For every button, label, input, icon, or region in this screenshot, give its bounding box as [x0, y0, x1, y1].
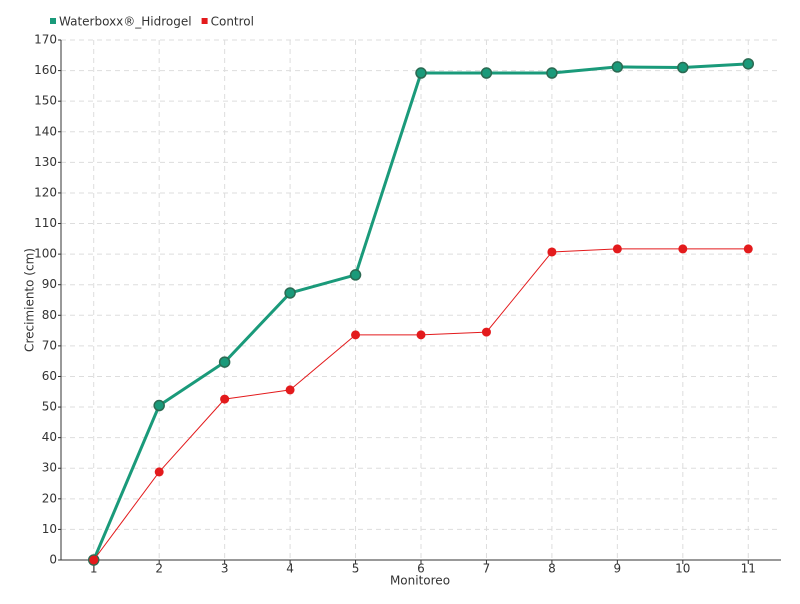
x-tick-label: 10	[675, 562, 690, 576]
data-point	[284, 287, 296, 299]
y-tick-label: 30	[42, 461, 57, 475]
x-tick-label: 4	[286, 562, 294, 576]
x-tick-label: 5	[352, 562, 360, 576]
y-tick-label: 80	[42, 308, 57, 322]
x-tick-label: 1	[90, 562, 98, 576]
x-tick-label: 3	[221, 562, 229, 576]
data-point	[154, 467, 164, 477]
data-point	[481, 327, 491, 337]
x-tick-label: 6	[417, 562, 425, 576]
data-point	[351, 330, 361, 340]
y-axis-label: Crecimiento (cm)	[23, 248, 37, 352]
x-tick-label: 9	[614, 562, 622, 576]
legend-label: Control	[211, 15, 254, 29]
data-point	[612, 244, 622, 254]
data-point	[349, 269, 362, 281]
y-tick-label: 0	[49, 553, 57, 567]
x-tick-label: 2	[155, 562, 163, 576]
y-tick-label: 50	[42, 400, 57, 414]
data-point	[220, 394, 230, 404]
data-point	[153, 399, 165, 412]
y-tick-label: 150	[34, 94, 57, 108]
data-point	[677, 61, 689, 74]
data-point	[89, 555, 99, 565]
data-point	[415, 67, 427, 79]
y-tick-label: 60	[42, 369, 57, 383]
y-tick-label: 10	[42, 522, 57, 536]
data-point	[285, 385, 295, 395]
x-tick-label: 7	[483, 562, 491, 576]
data-point	[546, 67, 558, 79]
data-point	[416, 330, 426, 340]
y-tick-label: 20	[42, 491, 57, 505]
y-tick-label: 170	[34, 33, 57, 47]
y-tick-label: 40	[42, 430, 57, 444]
y-tick-label: 100	[34, 247, 57, 261]
y-tick-label: 160	[34, 63, 57, 77]
x-axis-label: Monitoreo	[390, 574, 450, 588]
y-tick-label: 130	[34, 155, 57, 169]
legend-label: Waterboxx®_Hidrogel	[59, 15, 192, 29]
legend-swatch	[50, 18, 56, 24]
x-tick-label: 11	[741, 562, 756, 576]
y-tick-label: 120	[34, 185, 57, 199]
data-point	[742, 58, 755, 70]
data-point	[611, 61, 624, 73]
data-point	[743, 244, 753, 254]
x-tick-label: 8	[548, 562, 556, 576]
data-point	[480, 67, 493, 79]
data-point	[678, 244, 688, 254]
y-tick-label: 110	[34, 216, 57, 230]
y-tick-label: 90	[42, 277, 57, 291]
data-point	[547, 247, 557, 257]
legend-swatch	[201, 18, 208, 24]
data-point	[218, 356, 231, 368]
y-tick-label: 70	[42, 338, 57, 352]
y-tick-label: 140	[34, 124, 57, 138]
